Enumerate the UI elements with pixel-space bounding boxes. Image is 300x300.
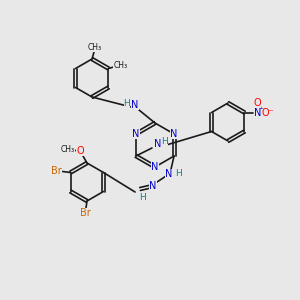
Text: CH₃: CH₃: [88, 43, 102, 52]
Text: O: O: [76, 146, 84, 156]
Text: N: N: [165, 169, 173, 179]
Text: Br: Br: [80, 208, 90, 218]
Text: N: N: [151, 162, 159, 172]
Text: H: H: [162, 137, 168, 146]
Text: CH₃: CH₃: [61, 145, 75, 154]
Text: H: H: [124, 100, 130, 109]
Text: H: H: [175, 169, 182, 178]
Text: H: H: [139, 193, 145, 202]
Text: N: N: [170, 129, 178, 139]
Text: N: N: [254, 107, 261, 118]
Text: O⁻: O⁻: [261, 109, 274, 118]
Text: N: N: [154, 139, 162, 149]
Text: Br: Br: [51, 166, 62, 176]
Text: O: O: [254, 98, 261, 107]
Text: CH₃: CH₃: [113, 61, 128, 70]
Text: N: N: [149, 181, 157, 191]
Text: +: +: [258, 106, 263, 111]
Text: N: N: [132, 129, 140, 139]
Text: N: N: [131, 100, 139, 110]
